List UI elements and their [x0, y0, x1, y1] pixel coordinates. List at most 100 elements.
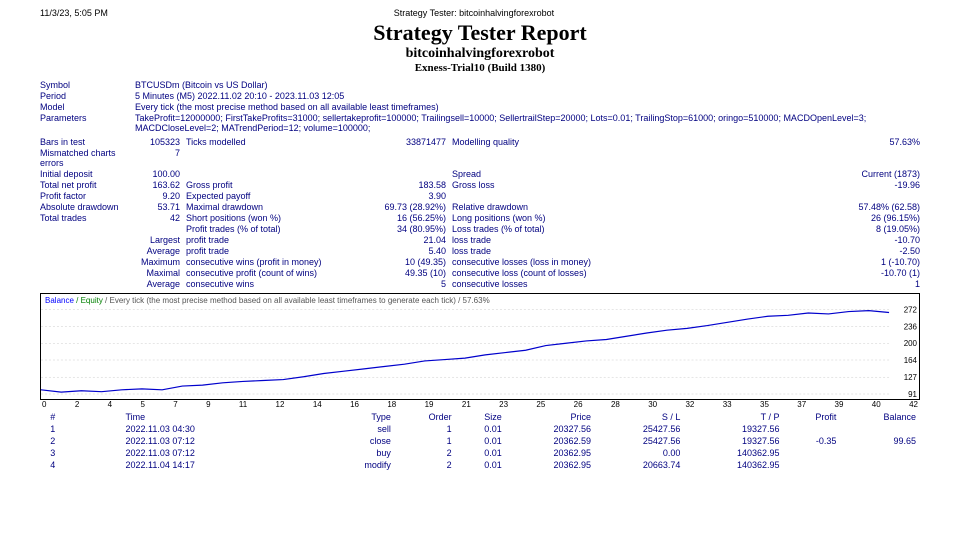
stat-cell: -2.50 [632, 246, 920, 256]
stat-cell: profit trade [186, 235, 356, 245]
table-row: 42022.11.04 14:17modify20.0120362.952066… [40, 459, 920, 471]
stat-cell [186, 148, 356, 168]
period-value: 5 Minutes (M5) 2022.11.02 20:10 - 2023.1… [135, 91, 344, 101]
trade-cell: 0.00 [595, 447, 684, 459]
stat-cell: 7 [135, 148, 186, 168]
stat-cell: 100.00 [135, 169, 186, 179]
trade-cell: -0.35 [784, 435, 841, 447]
stat-cell: Long positions (won %) [452, 213, 632, 223]
trade-cell [840, 423, 920, 435]
trade-cell: modify [327, 459, 395, 471]
trade-cell: 2022.11.03 07:12 [66, 447, 328, 459]
svg-text:127: 127 [904, 373, 918, 382]
trade-cell [784, 423, 841, 435]
stat-cell: 163.62 [135, 180, 186, 190]
stat-cell: Absolute drawdown [40, 202, 135, 212]
trade-cell: 25427.56 [595, 423, 684, 435]
trade-cell: 25427.56 [595, 435, 684, 447]
trade-cell: 99.65 [840, 435, 920, 447]
stat-cell: -10.70 (1) [632, 268, 920, 278]
trade-cell: 4 [40, 459, 66, 471]
svg-text:236: 236 [904, 322, 918, 331]
stat-cell [356, 148, 452, 168]
trade-cell: 20327.56 [506, 423, 595, 435]
report-ea-name: bitcoinhalvingforexrobot [40, 46, 920, 62]
stat-cell: 21.04 [356, 235, 452, 245]
stat-cell: Current (1873) [632, 169, 920, 179]
stat-cell: 33871477 [356, 137, 452, 147]
report-build: Exness-Trial10 (Build 1380) [40, 62, 920, 74]
stat-cell: 53.71 [135, 202, 186, 212]
trade-cell [840, 459, 920, 471]
stat-cell: consecutive loss (count of losses) [452, 268, 632, 278]
trade-cell: 1 [395, 435, 456, 447]
stat-cell: Total net profit [40, 180, 135, 190]
stat-cell: 34 (80.95%) [356, 224, 452, 234]
svg-text:164: 164 [904, 356, 918, 365]
trade-cell: 20663.74 [595, 459, 684, 471]
stat-cell: consecutive wins (profit in money) [186, 257, 356, 267]
stat-cell: 105323 [135, 137, 186, 147]
stat-cell: Maximal [135, 268, 186, 278]
stat-cell: loss trade [452, 246, 632, 256]
stat-cell: 10 (49.35) [356, 257, 452, 267]
stat-cell: Total trades [40, 213, 135, 223]
trade-cell: 20362.95 [506, 447, 595, 459]
stat-cell: Maximum [135, 257, 186, 267]
trade-cell: 1 [395, 423, 456, 435]
trade-cell: 2022.11.03 07:12 [66, 435, 328, 447]
symbol-value: BTCUSDm (Bitcoin vs US Dollar) [135, 80, 268, 90]
params-label: Parameters [40, 113, 135, 133]
stat-cell: Ticks modelled [186, 137, 356, 147]
trade-cell: 3 [40, 447, 66, 459]
stat-cell: 49.35 (10) [356, 268, 452, 278]
trade-header: S / L [595, 411, 684, 423]
trade-cell: 19327.56 [684, 423, 783, 435]
equity-chart: Balance / Equity / Every tick (the most … [40, 293, 920, 400]
model-label: Model [40, 102, 135, 112]
table-row: 12022.11.03 04:30sell10.0120327.5625427.… [40, 423, 920, 435]
trade-cell: 140362.95 [684, 459, 783, 471]
stat-cell: consecutive wins [186, 279, 356, 289]
page-header: Strategy Tester: bitcoinhalvingforexrobo… [394, 8, 554, 18]
stat-cell [186, 169, 356, 179]
trade-cell: close [327, 435, 395, 447]
stat-cell: 42 [135, 213, 186, 223]
stat-cell: -10.70 [632, 235, 920, 245]
trade-cell: 2022.11.03 04:30 [66, 423, 328, 435]
stat-cell [356, 169, 452, 179]
stat-cell [452, 191, 632, 201]
trade-cell: sell [327, 423, 395, 435]
trade-cell: 0.01 [456, 435, 506, 447]
svg-text:91: 91 [908, 390, 917, 399]
stat-cell: Relative drawdown [452, 202, 632, 212]
chart-x-axis: 0245791112141618192123252628303233353739… [40, 400, 920, 409]
stat-cell: 9.20 [135, 191, 186, 201]
stat-cell: 26 (96.15%) [632, 213, 920, 223]
svg-text:200: 200 [904, 339, 918, 348]
stat-cell [40, 268, 135, 278]
stat-cell: Loss trades (% of total) [452, 224, 632, 234]
trade-cell: 2 [395, 459, 456, 471]
stat-cell: Initial deposit [40, 169, 135, 179]
stats-block: Bars in test105323Ticks modelled33871477… [40, 137, 920, 289]
stat-cell [135, 224, 186, 234]
stat-cell: 69.73 (28.92%) [356, 202, 452, 212]
svg-text:272: 272 [904, 306, 918, 315]
trade-cell: 2022.11.04 14:17 [66, 459, 328, 471]
trade-cell: 1 [40, 423, 66, 435]
stat-cell: 16 (56.25%) [356, 213, 452, 223]
stat-cell: Modelling quality [452, 137, 632, 147]
info-block: SymbolBTCUSDm (Bitcoin vs US Dollar) Per… [40, 80, 920, 133]
stat-cell: 8 (19.05%) [632, 224, 920, 234]
stat-cell: 1 (-10.70) [632, 257, 920, 267]
stat-cell [40, 257, 135, 267]
stat-cell: consecutive losses [452, 279, 632, 289]
trade-header: Price [506, 411, 595, 423]
trade-header: # [40, 411, 66, 423]
trade-cell: 20362.95 [506, 459, 595, 471]
stat-cell: Profit factor [40, 191, 135, 201]
trade-cell: 0.01 [456, 459, 506, 471]
trade-cell [784, 459, 841, 471]
stat-cell [40, 235, 135, 245]
